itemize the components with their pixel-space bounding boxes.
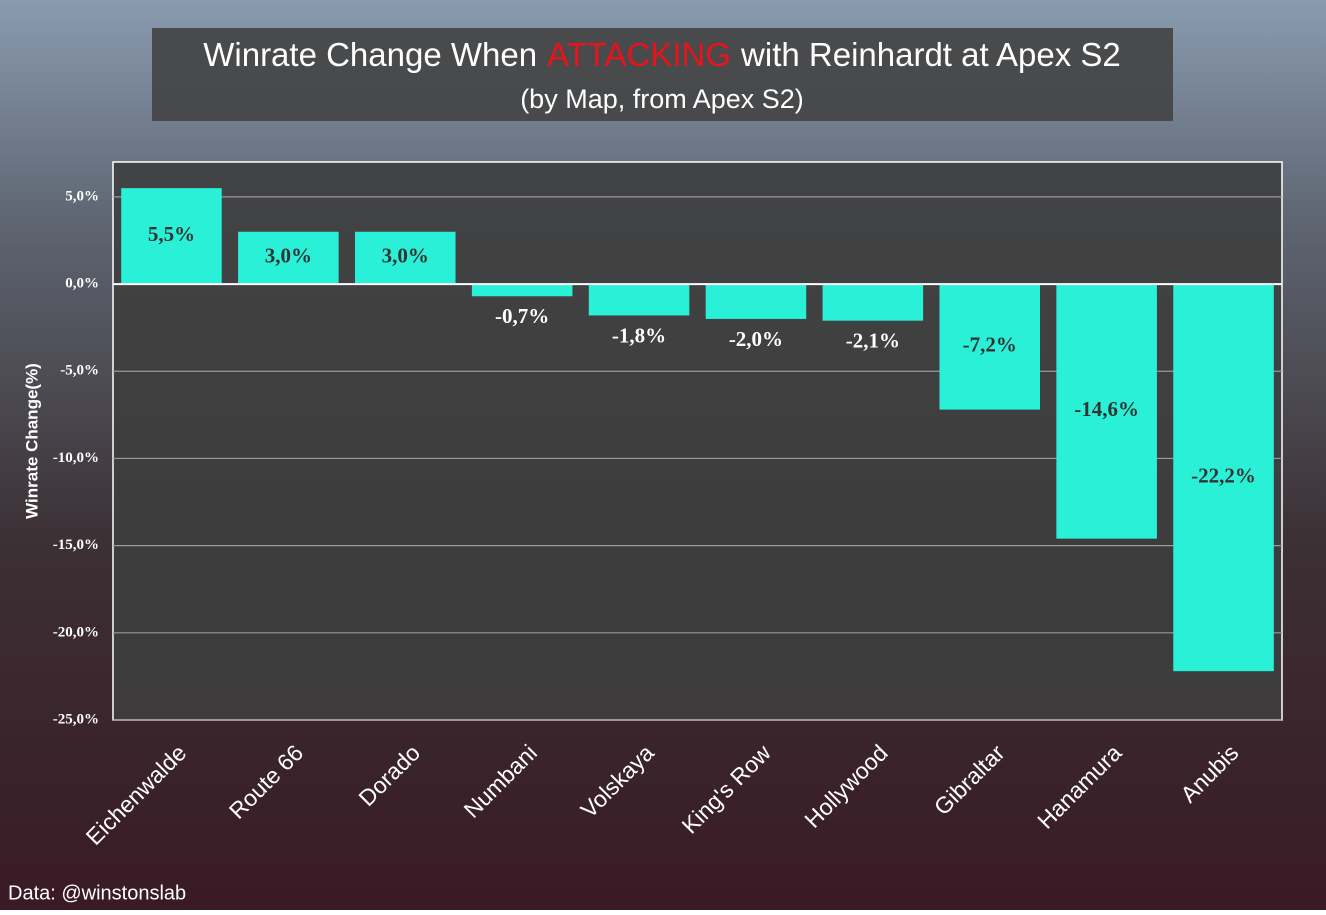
bar	[1173, 284, 1274, 672]
value-label: -2,0%	[729, 327, 783, 351]
bar	[471, 284, 573, 297]
value-label: 3,0%	[265, 244, 312, 268]
bar	[822, 284, 924, 321]
y-axis-label: Winrate Change(%)	[22, 363, 41, 519]
value-label: -2,1%	[846, 328, 900, 352]
value-label: 3,0%	[382, 244, 429, 268]
value-label: -1,8%	[612, 323, 666, 347]
bar	[354, 231, 456, 285]
title-part: ATTACKING	[547, 36, 731, 73]
bar	[1056, 284, 1157, 539]
value-label: -7,2%	[963, 333, 1017, 357]
title-part: Winrate Change When	[203, 36, 537, 73]
chart-subtitle: (by Map, from Apex S2)	[520, 84, 804, 114]
bar	[705, 284, 807, 319]
source-note: Data: @winstonslab	[8, 882, 186, 904]
value-label: -22,2%	[1191, 463, 1256, 487]
y-tick-label: -20,0%	[53, 624, 99, 640]
bar	[939, 284, 1041, 410]
value-label: 5,5%	[148, 222, 195, 246]
bar	[121, 188, 222, 285]
y-tick-label: -25,0%	[53, 711, 99, 727]
y-tick-label: -5,0%	[60, 363, 99, 379]
title-box	[152, 28, 1173, 121]
title-part: with Reinhardt at Apex S2	[740, 36, 1121, 73]
y-tick-label: -10,0%	[53, 450, 99, 466]
bar	[238, 231, 339, 285]
value-label: -0,7%	[495, 304, 549, 328]
bar	[588, 284, 690, 316]
y-tick-label: 5,0%	[65, 188, 99, 204]
chart-title: Winrate Change When ATTACKING with Reinhar…	[203, 36, 1121, 73]
value-label: -14,6%	[1074, 397, 1139, 421]
y-tick-label: -15,0%	[53, 537, 99, 553]
y-tick-label: 0,0%	[65, 276, 99, 292]
